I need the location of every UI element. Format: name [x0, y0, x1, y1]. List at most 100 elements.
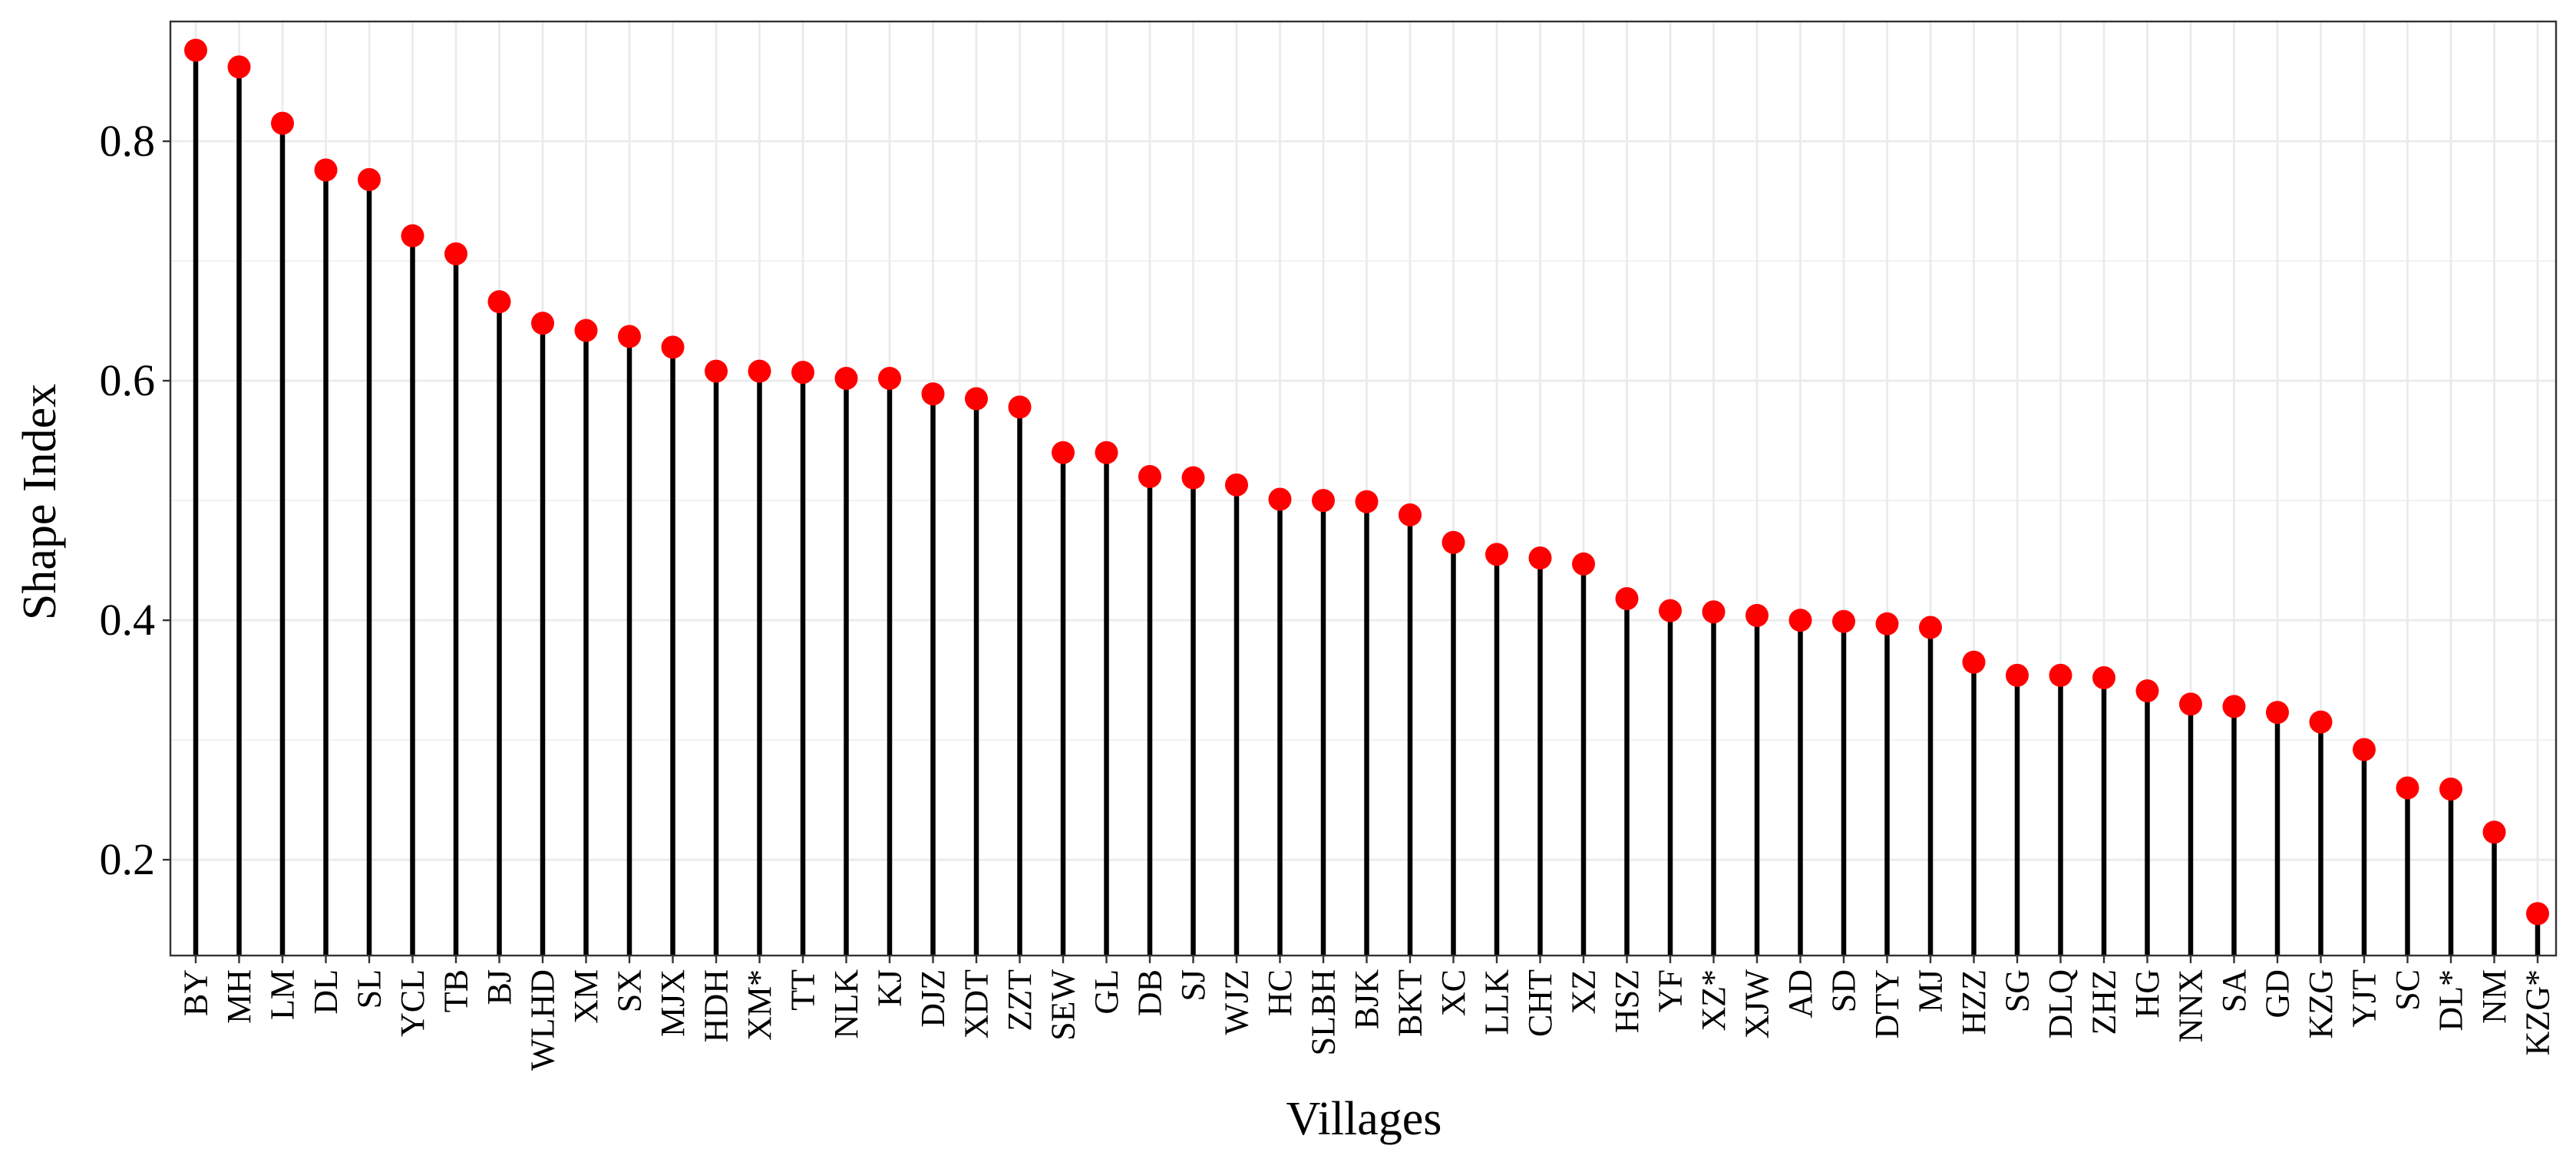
lollipop-point [1399, 503, 1422, 527]
x-tick-label: BJ [481, 969, 518, 1005]
lollipop-point [1962, 650, 1986, 674]
lollipop-point [1832, 609, 1855, 633]
lollipop-point [1788, 609, 1812, 632]
x-tick-label: DL [307, 969, 345, 1015]
y-tick-label: 0.2 [100, 834, 156, 884]
lollipop-point [1442, 530, 1465, 554]
lollipop-point [1225, 473, 1248, 497]
lollipop-point [1008, 395, 1032, 419]
x-tick-label: SC [2389, 969, 2426, 1011]
y-tick-label: 0.8 [100, 116, 156, 166]
x-tick-label: DLQ [2042, 969, 2079, 1039]
x-tick-label: SJ [1174, 969, 1212, 1002]
lollipop-point [2526, 902, 2549, 926]
lollipop-point [1181, 466, 1205, 490]
x-tick-label: HSZ [1608, 969, 1646, 1033]
x-tick-label: GD [2259, 969, 2297, 1018]
x-tick-label: KZG [2302, 969, 2340, 1038]
lollipop-point [748, 359, 771, 383]
x-tick-label: TT [784, 969, 822, 1011]
x-tick-label: HG [2129, 969, 2166, 1018]
lollipop-point [965, 387, 988, 411]
lollipop-point [2135, 679, 2159, 703]
x-tick-label: MJ [1912, 969, 1950, 1012]
lollipop-point [618, 325, 641, 348]
x-tick-label: NNX [2172, 969, 2210, 1042]
lollipop-point [1919, 616, 1942, 639]
lollipop-point [2006, 663, 2029, 687]
lollipop-point [834, 366, 858, 390]
lollipop-points [184, 38, 2549, 926]
lollipop-point [791, 361, 814, 385]
x-tick-label: ZZT [1001, 969, 1039, 1032]
x-axis-title: Villages [1286, 1093, 1442, 1145]
x-tick-label: DL* [2432, 969, 2470, 1032]
lollipop-point [2092, 666, 2115, 690]
lollipop-point [1702, 600, 1726, 624]
lollipop-point [358, 167, 381, 191]
plot-panel [170, 21, 2556, 956]
y-axis-title: Shape Index [14, 384, 66, 620]
lollipop-point [531, 312, 554, 335]
lollipop-point [921, 382, 945, 406]
lollipop-point [2353, 738, 2376, 761]
lollipop-point [1312, 489, 1335, 513]
lollipop-point [705, 359, 728, 383]
x-tick-label: KJ [871, 969, 909, 1007]
x-tick-label: BY [177, 969, 215, 1016]
lollipop-point [2439, 777, 2462, 801]
x-tick-label: BJK [1348, 969, 1385, 1029]
lollipop-point [314, 158, 338, 182]
x-tick-label: DJZ [914, 969, 952, 1028]
lollipop-point [1268, 487, 1292, 511]
x-axis-ticks: BY MH LM DL SL YCL TB BJ WLHD XM SX MJX HDH XM* TT NLK K… [177, 956, 2557, 1071]
lollipop-point [184, 38, 207, 62]
x-tick-label: LLK [1478, 969, 1516, 1035]
lollipop-point [487, 290, 511, 314]
lollipop-point [1528, 546, 1552, 569]
x-tick-label: XZ* [1695, 969, 1732, 1032]
y-tick-label: 0.6 [100, 355, 156, 405]
x-tick-label: XM* [741, 969, 778, 1041]
lollipop-point [2396, 776, 2419, 800]
x-tick-label: GL [1088, 969, 1125, 1015]
lollipop-stems [193, 50, 2541, 956]
lollipop-point [1745, 603, 1769, 627]
x-tick-label: NM [2475, 969, 2513, 1024]
lollipop-point [2179, 692, 2202, 716]
x-tick-label: YCL [394, 969, 431, 1037]
x-tick-label: AD [1782, 969, 1819, 1018]
x-tick-label: SD [1825, 969, 1863, 1012]
x-tick-label: HC [1261, 969, 1299, 1016]
x-tick-label: XZ [1565, 969, 1603, 1015]
x-tick-label: XC [1435, 969, 1472, 1016]
lollipop-point [1355, 490, 1379, 513]
x-tick-label: MH [220, 969, 258, 1024]
lollipop-point [1095, 441, 1118, 464]
x-tick-label: SX [611, 969, 649, 1012]
lollipop-point [878, 366, 901, 390]
lollipop-point [1875, 612, 1899, 635]
lollipop-point [1485, 543, 1508, 566]
x-tick-label: DB [1131, 969, 1169, 1016]
lollipop-point [1138, 464, 1161, 488]
x-tick-label: SG [1999, 969, 2036, 1012]
lollipop-point [271, 111, 294, 135]
x-tick-label: YF [1652, 969, 1689, 1012]
x-tick-label: DTY [1868, 969, 1906, 1038]
x-tick-label: SLBH [1305, 969, 1342, 1055]
x-tick-label: MJX [654, 969, 692, 1037]
y-axis-ticks: 0.2 0.4 0.6 0.8 [100, 116, 170, 884]
lollipop-point [444, 242, 467, 266]
lollipop-point [1572, 552, 1595, 576]
x-tick-label: SEW [1045, 969, 1082, 1041]
x-tick-label: XM [567, 969, 605, 1024]
x-tick-label: HZZ [1955, 969, 1993, 1035]
lollipop-point [2222, 695, 2246, 718]
x-tick-label: NLK [827, 969, 865, 1039]
lollipop-point [401, 224, 424, 248]
lollipop-point [661, 335, 685, 359]
x-tick-label: KZG* [2519, 969, 2557, 1055]
lollipop-point [227, 55, 251, 79]
y-tick-label: 0.4 [100, 595, 156, 645]
